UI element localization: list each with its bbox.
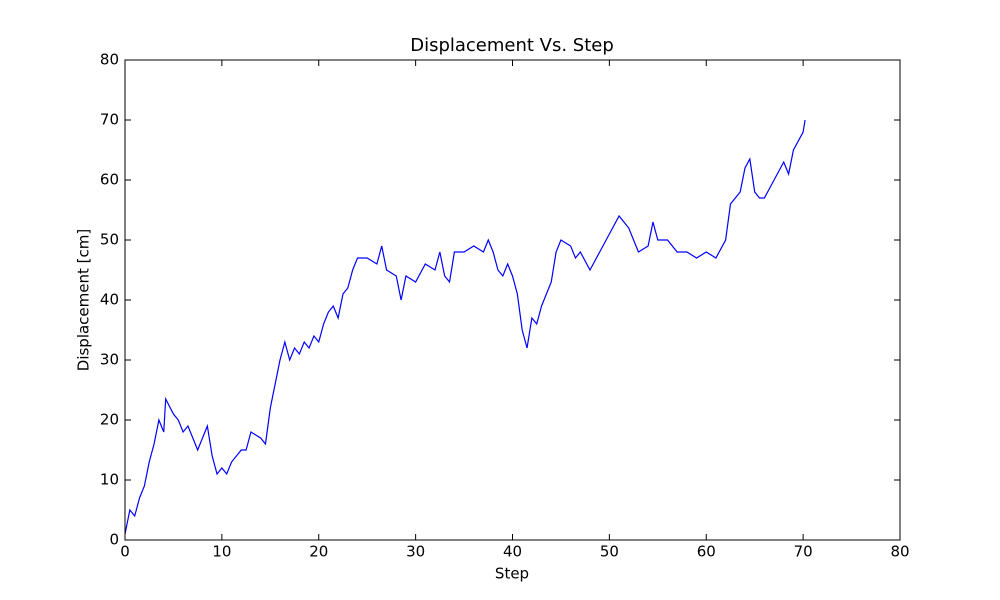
x-tick-label: 60 — [697, 543, 716, 561]
plot-frame — [124, 59, 901, 541]
x-tick-label: 30 — [406, 543, 425, 561]
y-tick-label: 10 — [100, 471, 119, 489]
y-tick-label: 20 — [100, 411, 119, 429]
x-tick-label: 10 — [212, 543, 231, 561]
x-tick-label: 70 — [794, 543, 813, 561]
y-tick-label: 70 — [100, 111, 119, 129]
y-tick-label: 60 — [100, 171, 119, 189]
y-tick-label: 80 — [100, 51, 119, 69]
x-tick-label: 50 — [600, 543, 619, 561]
chart-title: Displacement Vs. Step — [410, 35, 614, 56]
data-line — [124, 119, 806, 535]
y-axis-label: Displacement [cm] — [75, 229, 93, 371]
x-tick-label: 0 — [120, 543, 130, 561]
x-tick-label: 20 — [309, 543, 328, 561]
x-tick-label: 40 — [503, 543, 522, 561]
y-tick-label: 30 — [100, 351, 119, 369]
y-tick-label: 40 — [100, 291, 119, 309]
y-tick-label: 0 — [109, 531, 119, 549]
x-tick-label: 80 — [890, 543, 909, 561]
y-tick-label: 50 — [100, 231, 119, 249]
x-axis-label: Step — [495, 565, 529, 583]
